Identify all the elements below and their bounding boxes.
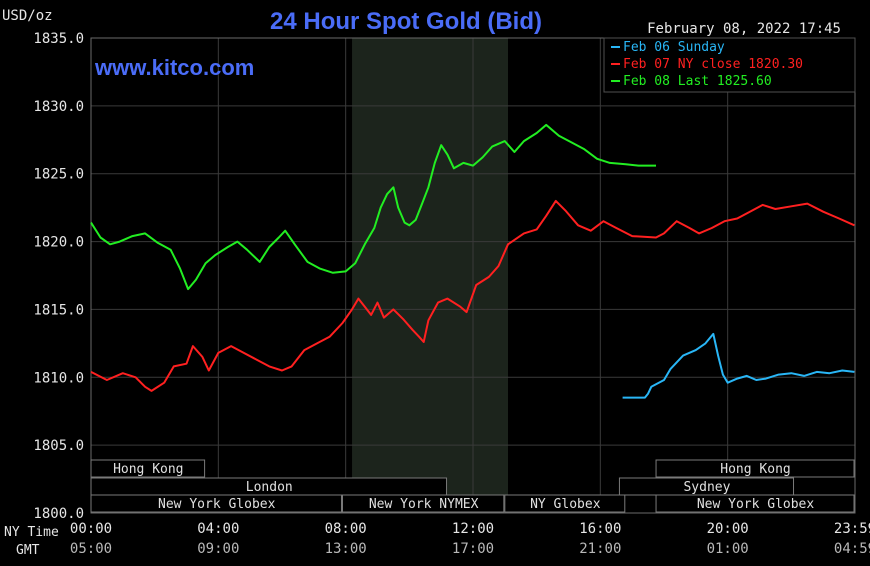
x-tick-label-ny: 04:00 xyxy=(197,521,239,537)
x-tick-label-gmt: 21:00 xyxy=(579,541,621,557)
x-tick-label-gmt: 09:00 xyxy=(197,541,239,557)
ny-time-label: NY Time xyxy=(4,525,59,540)
market-sessions: Hong Kong Hong Kong London Sydney New York G… xyxy=(90,459,855,513)
gmt-label: GMT xyxy=(16,543,40,558)
legend-label: Feb 07 NY close 1820.30 xyxy=(623,57,803,72)
y-tick-label: 1810.0 xyxy=(33,370,84,386)
x-tick-label-gmt: 17:00 xyxy=(452,541,494,557)
y-tick-label: 1805.0 xyxy=(33,438,84,454)
x-tick-label-ny: 23:59 xyxy=(834,521,870,537)
price-line xyxy=(90,199,855,392)
x-tick-label-gmt: 01:00 xyxy=(707,541,749,557)
session-label: London xyxy=(246,480,293,495)
session-box xyxy=(655,459,855,478)
chart-title: 24 Hour Spot Gold (Bid) xyxy=(270,8,542,35)
grid-lines xyxy=(90,37,856,514)
y-tick-label: 1815.0 xyxy=(33,302,84,318)
x-tick-label-ny: 12:00 xyxy=(452,521,494,537)
session-label: New York Globex xyxy=(697,497,815,512)
price-line xyxy=(90,123,656,291)
y-tick-label: 1820.0 xyxy=(33,235,84,251)
x-tick-label-ny: 20:00 xyxy=(707,521,749,537)
session-box xyxy=(504,494,626,513)
y-tick-label: 1830.0 xyxy=(33,99,84,115)
session-label: Sydney xyxy=(683,480,730,495)
legend-box: Feb 06 Sunday Feb 07 NY close 1820.30 Feb … xyxy=(603,37,856,93)
legend-label: Feb 06 Sunday xyxy=(623,40,725,55)
price-series xyxy=(90,123,855,399)
y-tick-label: 1825.0 xyxy=(33,167,84,183)
x-axis-ticks: 00:00 04:00 08:00 12:00 16:00 20:00 23:59 05:00… xyxy=(70,521,870,557)
session-box xyxy=(655,494,855,513)
nymex-session-shade xyxy=(352,38,509,513)
x-tick-label-gmt: 04:59 xyxy=(834,541,870,557)
x-tick-label-gmt: 13:00 xyxy=(325,541,367,557)
x-tick-label-ny: 00:00 xyxy=(70,521,112,537)
price-line xyxy=(622,332,855,399)
x-tick-label-ny: 16:00 xyxy=(579,521,621,537)
legend-label: Feb 08 Last 1825.60 xyxy=(623,74,772,89)
y-axis-ticks: 1835.0 1830.0 1825.0 1820.0 1815.0 1810.0 1805… xyxy=(33,31,84,522)
plot-frame xyxy=(90,37,856,514)
y-tick-label: 1800.0 xyxy=(33,506,84,522)
watermark-text: www.kitco.com xyxy=(94,55,254,80)
session-box xyxy=(341,494,505,513)
y-tick-label: 1835.0 xyxy=(33,31,84,47)
session-label: New York NYMEX xyxy=(369,497,479,512)
session-label: NY Globex xyxy=(530,497,601,512)
session-label: New York Globex xyxy=(158,497,276,512)
unit-label: USD/oz xyxy=(2,8,53,24)
x-tick-label-gmt: 05:00 xyxy=(70,541,112,557)
session-box xyxy=(90,494,342,513)
session-label: Hong Kong xyxy=(720,462,790,477)
session-label: Hong Kong xyxy=(113,462,183,477)
x-tick-label-ny: 08:00 xyxy=(325,521,367,537)
chart-timestamp: February 08, 2022 17:45 xyxy=(647,21,841,37)
session-box xyxy=(90,459,206,478)
